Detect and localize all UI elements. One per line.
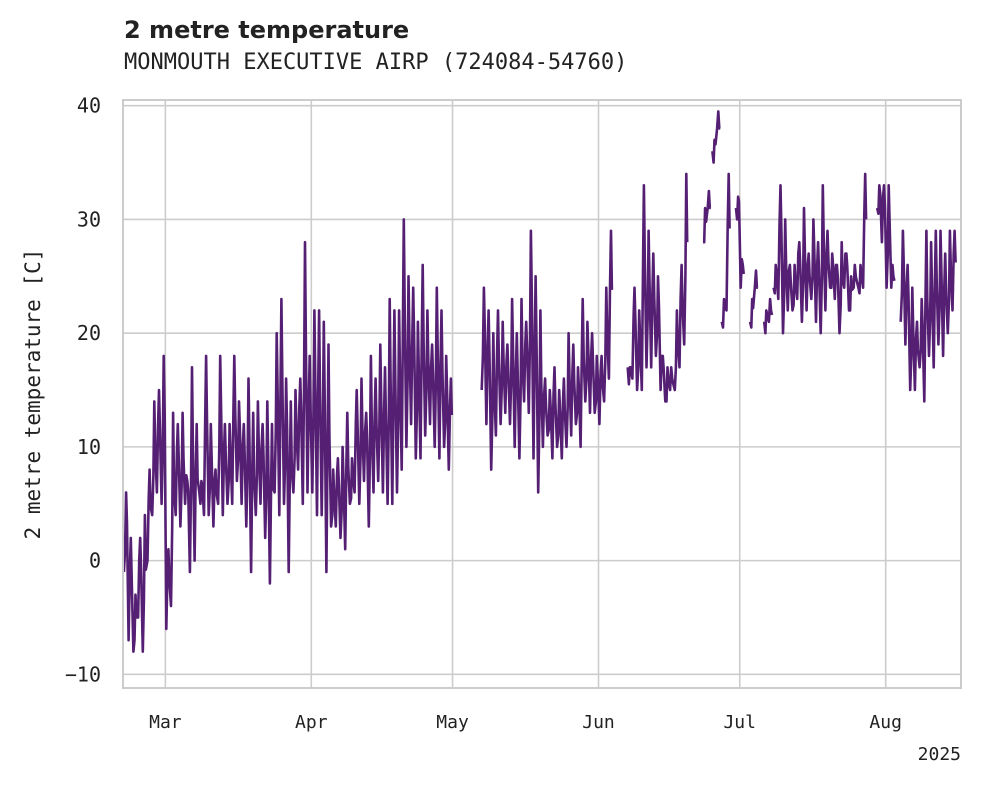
temperature-line-segment xyxy=(720,172,731,329)
y-tick-label: 30 xyxy=(77,207,101,231)
temperature-line-segment xyxy=(772,172,868,335)
x-tick-label: Jul xyxy=(723,712,756,733)
temperature-line-segment xyxy=(899,229,957,403)
y-tick-label: −10 xyxy=(65,662,101,686)
x-tick-label: Aug xyxy=(869,712,902,733)
temperature-line-segment xyxy=(626,172,689,403)
plot-frame xyxy=(122,99,962,689)
temperature-line-segment xyxy=(711,110,721,164)
temperature-line-segment xyxy=(702,189,712,244)
x-axis-year-label: 2025 xyxy=(918,744,961,765)
temperature-line-segment xyxy=(480,229,614,494)
x-tick-label: Mar xyxy=(149,712,182,733)
y-tick-label: 0 xyxy=(89,549,101,573)
tick-labels: −10 0 10 20 30 40 Mar Apr May Jun Jul Aug xyxy=(65,94,902,733)
temperature-line-segment xyxy=(734,195,745,290)
chart-title: 2 metre temperature xyxy=(124,16,410,44)
data-series xyxy=(122,110,957,653)
chart-subtitle: MONMOUTH EXECUTIVE AIRP (724084-54760) xyxy=(124,50,628,75)
x-tick-label: Jun xyxy=(582,712,615,733)
temperature-line-segment xyxy=(748,269,759,329)
y-tick-label: 40 xyxy=(77,94,101,118)
x-tick-label: Apr xyxy=(295,712,328,733)
temperature-line-segment xyxy=(875,184,896,290)
temperature-line-segment xyxy=(762,297,774,335)
temperature-line-segment xyxy=(122,218,454,653)
y-tick-label: 20 xyxy=(77,321,101,345)
x-tick-label: May xyxy=(436,712,469,733)
y-axis-label: 2 metre temperature [C] xyxy=(21,249,45,540)
y-tick-label: 10 xyxy=(77,435,101,459)
